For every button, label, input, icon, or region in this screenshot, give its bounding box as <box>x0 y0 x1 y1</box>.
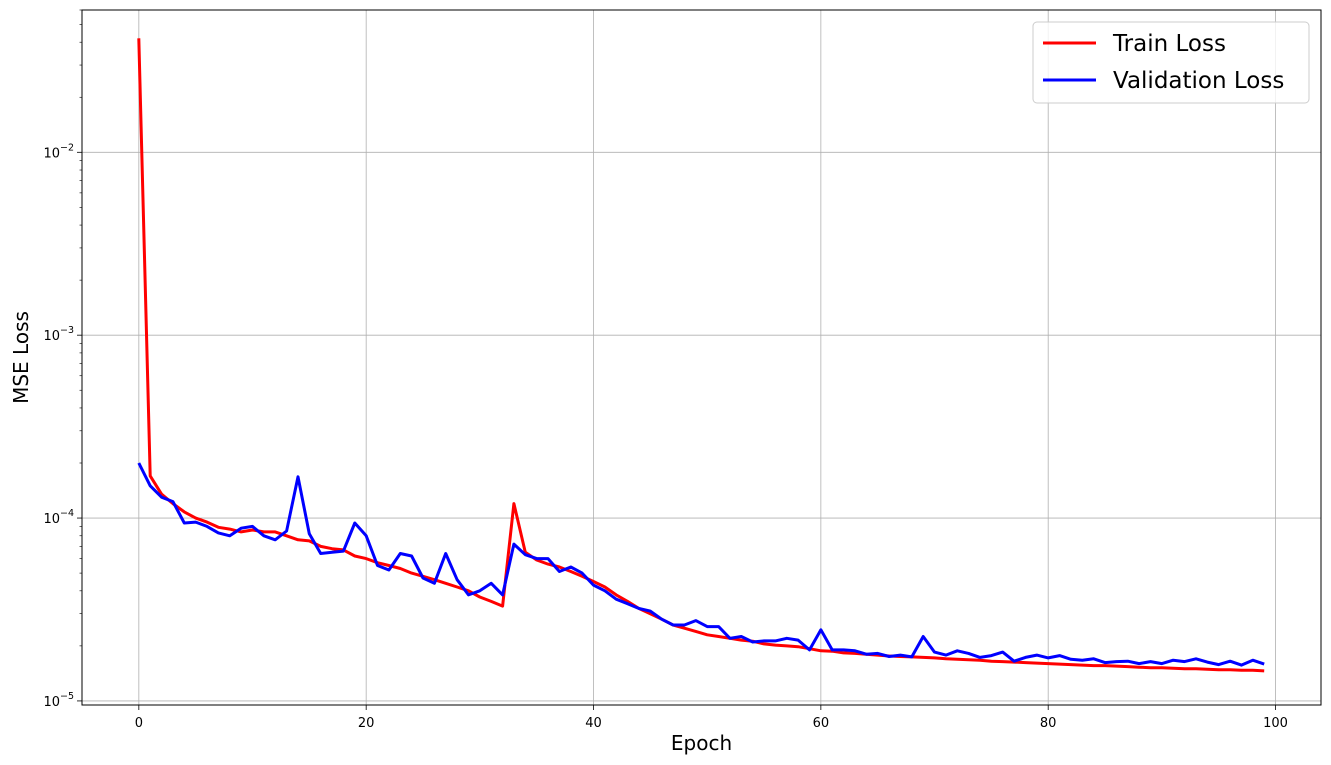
y-tick-label: 10−5 <box>43 691 74 710</box>
y-tick-base: 10 <box>43 329 60 344</box>
y-tick-exponent: −4 <box>60 508 74 519</box>
plot-frame <box>81 9 1322 706</box>
y-tick-base: 10 <box>43 146 60 161</box>
x-axis-label: Epoch <box>671 731 732 755</box>
series-line <box>137 462 1265 667</box>
x-tick-label: 80 <box>1040 716 1057 731</box>
y-axis-ticks: 10−510−410−310−2 <box>43 9 82 710</box>
x-tick-label: 60 <box>813 716 830 731</box>
y-tick-exponent: −2 <box>60 142 74 153</box>
series-layer <box>137 38 1265 673</box>
y-tick-label: 10−2 <box>43 142 74 161</box>
x-tick-label: 40 <box>585 716 602 731</box>
y-tick-label: 10−3 <box>43 325 74 344</box>
x-tick-label: 20 <box>358 716 375 731</box>
y-tick-base: 10 <box>43 695 60 710</box>
y-tick-label: 10−4 <box>43 508 74 527</box>
y-tick-exponent: −3 <box>60 325 74 336</box>
legend-label: Train Loss <box>1112 31 1226 57</box>
x-tick-label: 100 <box>1263 716 1288 731</box>
legend: Train Loss Validation Loss <box>1032 21 1310 104</box>
x-tick-label: 0 <box>135 716 143 731</box>
legend-label: Validation Loss <box>1113 68 1284 94</box>
y-axis-label: MSE Loss <box>9 311 33 404</box>
series-line <box>137 38 1265 673</box>
y-tick-base: 10 <box>43 512 60 527</box>
y-tick-exponent: −5 <box>60 691 74 702</box>
grid-lines <box>82 10 1321 705</box>
x-axis-ticks: 0 20 40 60 80 100 <box>135 705 1288 731</box>
legend-box <box>1032 21 1310 104</box>
